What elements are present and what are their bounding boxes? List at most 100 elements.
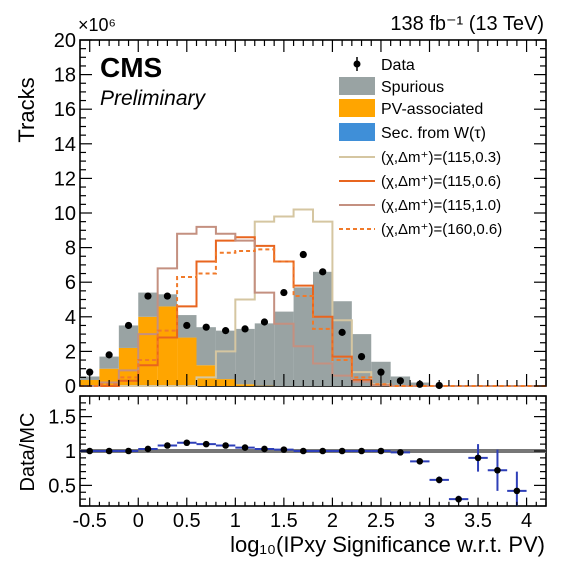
main-x-ticks [79, 40, 547, 386]
x-tick-label-3: 3 [424, 510, 435, 532]
bar-spurious-4 [157, 294, 178, 307]
ratio-y-axis: 0.5 1 1.5 [48, 395, 546, 507]
ratio-point-16 [397, 449, 404, 456]
stacked-histograms [80, 271, 488, 386]
ratio-y-tick-label-1.5: 1.5 [48, 407, 76, 429]
ratio-point-9 [261, 445, 268, 453]
bar-spurious-11 [293, 287, 313, 386]
ratio-points [80, 439, 527, 506]
bar-spurious-13 [332, 301, 352, 386]
data-point-11 [299, 250, 307, 259]
legend-label-spurious: Spurious [381, 79, 444, 96]
ratio-point-19 [455, 495, 462, 503]
ratio-y-tick-label-1: 1 [65, 441, 76, 463]
bar-spurious-10 [274, 311, 294, 386]
legend-entry-spurious: Spurious [339, 77, 444, 96]
ratio-point-13 [338, 447, 346, 455]
ratio-point-15 [377, 447, 385, 455]
ratio-point-14 [358, 447, 365, 455]
legend-entry-signal-115-0.6: (χ,Δm⁺)=(115,0.6) [339, 173, 501, 190]
y-tick-label-20: 20 [54, 30, 76, 52]
y-tick-label-8: 8 [65, 238, 76, 260]
x-tick-label-0: 0 [133, 510, 144, 532]
data-point-10 [280, 288, 288, 297]
ratio-point-1 [105, 447, 113, 455]
legend-entry-pv-associated: PV-associated [339, 99, 483, 118]
ratio-point-6 [202, 440, 210, 448]
data-point-3 [144, 292, 152, 300]
lumi-label: 138 fb⁻¹ (13 TeV) [390, 13, 544, 35]
bar-spurious-9 [254, 323, 275, 386]
y-multiplier: ×10⁶ [78, 15, 116, 35]
preliminary-label: Preliminary [100, 87, 207, 110]
x-axis-label: log₁₀(IPxy Significance w.r.t. PV) [230, 532, 545, 557]
data-point-6 [202, 323, 210, 331]
y-tick-label-12: 12 [54, 168, 76, 190]
legend-entry-sec-from-w: Sec. from W(τ) [339, 123, 486, 142]
bar-spurious-7 [215, 330, 236, 380]
y-tick-label-6: 6 [65, 272, 76, 294]
ratio-point-10 [280, 446, 288, 453]
data-point-7 [222, 327, 230, 335]
ratio-point-11 [299, 447, 307, 455]
data-point-12 [319, 268, 327, 276]
y-tick-label-14: 14 [54, 134, 76, 156]
bar-pv-associated-4 [157, 306, 178, 386]
bar-spurious-8 [235, 328, 255, 385]
data-point-0 [86, 368, 94, 376]
x-tick-label--0.5: -0.5 [72, 510, 106, 532]
ratio-point-12 [319, 447, 327, 455]
data-point-4 [163, 292, 171, 300]
ratio-point-4 [164, 442, 171, 449]
y-tick-label-2: 2 [65, 341, 76, 363]
data-point-15 [377, 368, 385, 376]
x-tick-label-3.5: 3.5 [464, 510, 492, 532]
x-tick-label-1: 1 [230, 510, 241, 532]
data-point-13 [338, 328, 346, 336]
ratio-point-2 [125, 447, 132, 455]
bar-spurious-3 [138, 292, 158, 317]
ratio-point-22 [513, 487, 521, 495]
main-y-axis: 0 2 4 6 8 10 12 14 16 18 20 [54, 30, 546, 398]
data-point-14 [357, 352, 366, 361]
y-tick-label-4: 4 [65, 307, 76, 329]
ratio-point-7 [222, 442, 229, 449]
y-axis-label: Tracks [14, 77, 39, 142]
cms-label: CMS [100, 52, 162, 83]
bar-spurious-6 [196, 327, 216, 366]
x-tick-label-0.5: 0.5 [173, 510, 201, 532]
legend-label-pv-associated: PV-associated [381, 101, 483, 118]
data-point-5 [183, 321, 191, 330]
bar-pv-associated-5 [177, 337, 197, 386]
legend: Data Spurious PV-associated Sec. from W(… [339, 57, 502, 238]
x-tick-label-1.5: 1.5 [270, 510, 298, 532]
ratio-point-3 [144, 445, 152, 453]
ratio-point-8 [241, 444, 249, 451]
bar-spurious-1 [99, 356, 119, 369]
bar-spurious-2 [118, 325, 139, 348]
y-tick-label-0: 0 [65, 376, 76, 398]
legend-label-signal-160-0.6: (χ,Δm⁺)=(160,0.6) [381, 221, 502, 238]
bar-pv-associated-6 [196, 365, 216, 386]
legend-entry-signal-160-0.6: (χ,Δm⁺)=(160,0.6) [339, 221, 502, 238]
x-tick-label-2.5: 2.5 [367, 510, 395, 532]
ratio-point-20 [474, 454, 482, 462]
y-tick-label-16: 16 [54, 99, 76, 121]
data-point-1 [105, 351, 113, 359]
ratio-x-axis: -0.5 0 0.5 1 1.5 2 2.5 3 3.5 4 [72, 396, 547, 532]
x-tick-label-4: 4 [521, 510, 532, 532]
legend-label-data: Data [381, 57, 415, 74]
legend-entry-data: Data [353, 57, 415, 74]
x-tick-label-2: 2 [327, 510, 338, 532]
ratio-point-17 [416, 458, 424, 465]
data-point-8 [241, 325, 249, 333]
ratio-point-21 [494, 466, 501, 474]
data-point-2 [124, 321, 133, 330]
data-point-9 [260, 318, 269, 326]
legend-entry-signal-115-1.0: (χ,Δm⁺)=(115,1.0) [339, 197, 501, 214]
legend-label-signal-115-0.3: (χ,Δm⁺)=(115,0.3) [381, 149, 501, 166]
legend-label-signal-115-1.0: (χ,Δm⁺)=(115,1.0) [381, 197, 501, 214]
legend-entry-signal-115-0.3: (χ,Δm⁺)=(115,0.3) [339, 149, 501, 166]
y-tick-label-18: 18 [54, 65, 76, 87]
